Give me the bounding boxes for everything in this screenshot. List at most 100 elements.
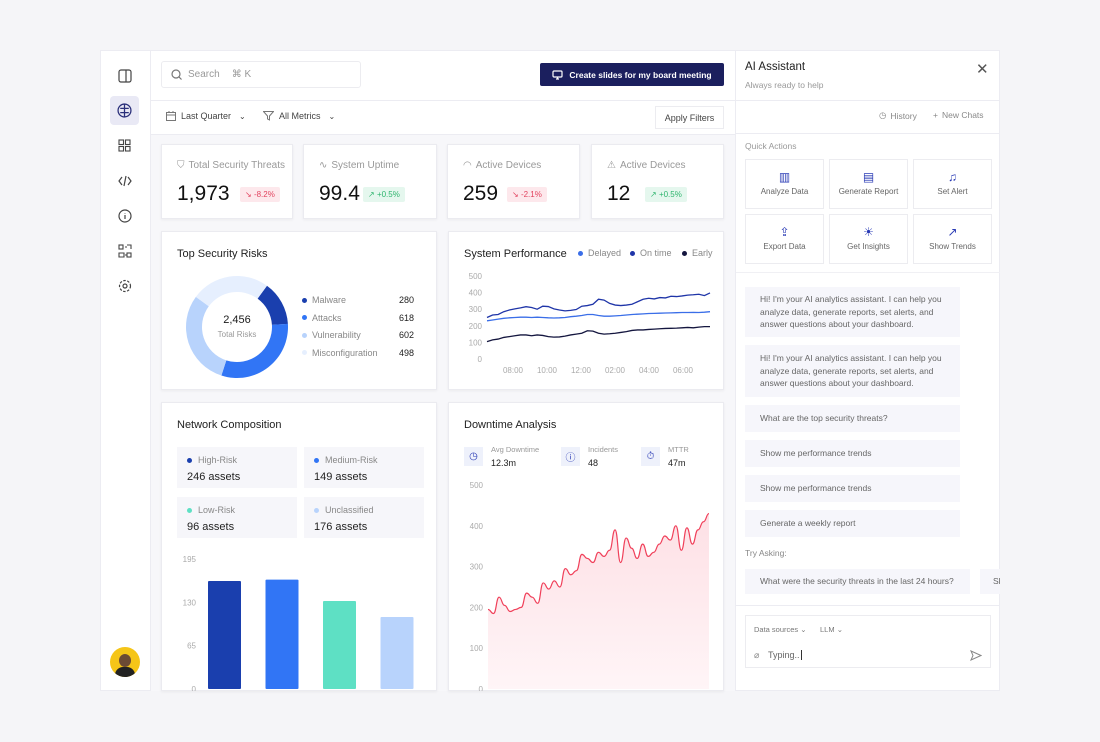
llm-dropdown[interactable]: LLM ⌄	[820, 625, 843, 634]
calendar-icon	[166, 111, 176, 121]
y-tick-label: 0	[478, 355, 483, 364]
series-line-delayed	[486, 311, 711, 322]
group-dot	[187, 457, 192, 463]
group-dot	[314, 507, 319, 513]
card-title: System Performance	[464, 248, 567, 260]
y-tick-label: 195	[183, 555, 197, 564]
data-sources-dropdown[interactable]: Data sources ⌄	[754, 625, 807, 634]
y-tick-label: 65	[187, 642, 196, 651]
new-chats-label: New Chats	[941, 110, 984, 120]
downtime-line	[487, 512, 710, 615]
x-tick-label: 02:00	[605, 366, 626, 375]
stat-label: Incidents	[588, 445, 619, 454]
search-icon	[171, 69, 182, 80]
suggestion-chip[interactable]: What were the security threats in the la…	[745, 569, 970, 594]
bar-low-risk[interactable]	[323, 601, 356, 689]
card-title: Top Security Risks	[177, 248, 268, 260]
quick-action-get-insights[interactable]: ☀ Get Insights	[829, 214, 908, 264]
group-value: 96 assets	[187, 521, 235, 533]
divider	[150, 100, 735, 101]
group-label: Medium-Risk	[325, 455, 378, 465]
kpi-change: -2.1%	[520, 190, 542, 199]
quick-action-export-data[interactable]: ⇪ Export Data	[745, 214, 824, 264]
create-slides-button[interactable]: Create slides for my board meeting	[540, 63, 724, 86]
chat-message: Hi! I'm your AI analytics assistant. I c…	[745, 345, 960, 397]
legend-value: 280	[398, 295, 414, 305]
workflow-icon[interactable]	[110, 236, 139, 265]
card-title: Downtime Analysis	[464, 419, 557, 431]
wifi-icon: ◠	[463, 160, 472, 171]
code-icon[interactable]	[110, 166, 139, 195]
history-button[interactable]: ◷ History	[879, 110, 917, 121]
downtime-area	[488, 513, 709, 689]
y-tick-label: 400	[469, 289, 483, 298]
kpi-value: 259	[463, 182, 499, 205]
donut-slice-vulnerability[interactable]	[186, 296, 227, 376]
assistant-subtitle: Always ready to help	[745, 80, 824, 90]
kpi-change-badge: ↘ -8.2%	[240, 187, 280, 202]
legend-dot	[302, 315, 307, 320]
divider	[736, 605, 1000, 606]
x-tick-label: 06:00	[673, 366, 694, 375]
chat-message: Show me performance trends	[745, 440, 960, 467]
kpi-change: +0.5%	[658, 190, 682, 199]
kpi-value: 1,973	[177, 182, 230, 205]
risk-donut-chart	[186, 276, 288, 378]
message-text: Generate a weekly report	[760, 518, 856, 529]
period-dropdown[interactable]: Last Quarter ⌄	[166, 111, 246, 121]
quick-action-generate-report[interactable]: ▤ Generate Report	[829, 159, 908, 209]
donut-slice-malware[interactable]	[257, 285, 288, 325]
close-icon[interactable]: ✕	[976, 61, 989, 78]
chat-message: Show me performance trends	[745, 475, 960, 502]
performance-line-chart: 0 100 200 300 400 500 08:00 10:00 12:00 02:00 04:0…	[469, 272, 711, 375]
quick-action-show-trends[interactable]: ↗ Show Trends	[913, 214, 992, 264]
sidebar-divider	[150, 50, 151, 691]
new-chats-button[interactable]: + New Chats	[933, 110, 984, 120]
divider	[736, 133, 1000, 134]
search-input[interactable]: Search ⌘ K	[161, 61, 361, 88]
quick-action-analyze-data[interactable]: ▥ Analyze Data	[745, 159, 824, 209]
panel-toggle-icon[interactable]	[110, 61, 139, 90]
search-placeholder: Search	[188, 69, 220, 80]
quick-action-set-alert[interactable]: ♫ Set Alert	[913, 159, 992, 209]
kpi-change: -8.2%	[253, 190, 275, 199]
donut-slice-attacks[interactable]	[221, 323, 288, 378]
apply-filters-button[interactable]: Apply Filters	[655, 106, 724, 129]
metrics-label: All Metrics	[279, 111, 321, 121]
legend-label: Misconfiguration	[312, 347, 378, 358]
paperclip-icon[interactable]: ⌀	[754, 650, 760, 660]
bar-medium-risk[interactable]	[265, 579, 299, 689]
kpi-card: ◠ Active Devices 259 ↘ -2.1%	[447, 144, 580, 219]
metrics-dropdown[interactable]: All Metrics ⌄	[263, 111, 335, 121]
group-label: Low-Risk	[198, 505, 236, 515]
kpi-label: Active Devices	[619, 160, 686, 171]
donut-slice-misconfiguration[interactable]	[195, 276, 267, 307]
history-label: History	[890, 110, 917, 121]
kpi-change-badge: ↗ +0.5%	[645, 187, 687, 202]
bar-high-risk[interactable]	[208, 581, 241, 689]
network-composition-card: Network Composition High-Risk 246 assets M…	[161, 402, 437, 691]
y-tick-label: 300	[470, 563, 484, 572]
dashboard-grid-icon[interactable]	[110, 131, 139, 160]
settings-icon[interactable]	[110, 271, 139, 300]
group-label: High-Risk	[198, 455, 238, 465]
legend-value: 602	[398, 330, 414, 340]
llm-label: LLM	[820, 625, 835, 634]
kpi-label: System Uptime	[331, 160, 400, 171]
quick-action-label: Generate Report	[838, 187, 899, 196]
avatar[interactable]	[110, 647, 140, 677]
chat-input[interactable]: Typing..	[768, 650, 802, 660]
kpi-change-badge: ↗ +0.5%	[363, 187, 405, 202]
bar-unclassified[interactable]	[380, 617, 414, 689]
kpi-label: Total Security Threats	[188, 160, 286, 171]
bell-icon: ♫	[948, 170, 957, 184]
y-tick-label: 500	[470, 481, 484, 490]
message-text: Show me performance trends	[760, 483, 872, 494]
brain-icon[interactable]	[110, 96, 139, 125]
suggestion-chip[interactable]: Sh	[980, 569, 1000, 594]
stopwatch-icon: ⏱	[641, 447, 660, 466]
create-slides-label: Create slides for my board meeting	[569, 69, 712, 80]
info-icon[interactable]	[110, 201, 139, 230]
send-icon[interactable]	[970, 650, 982, 661]
legend-item: Malware 280	[302, 295, 414, 305]
